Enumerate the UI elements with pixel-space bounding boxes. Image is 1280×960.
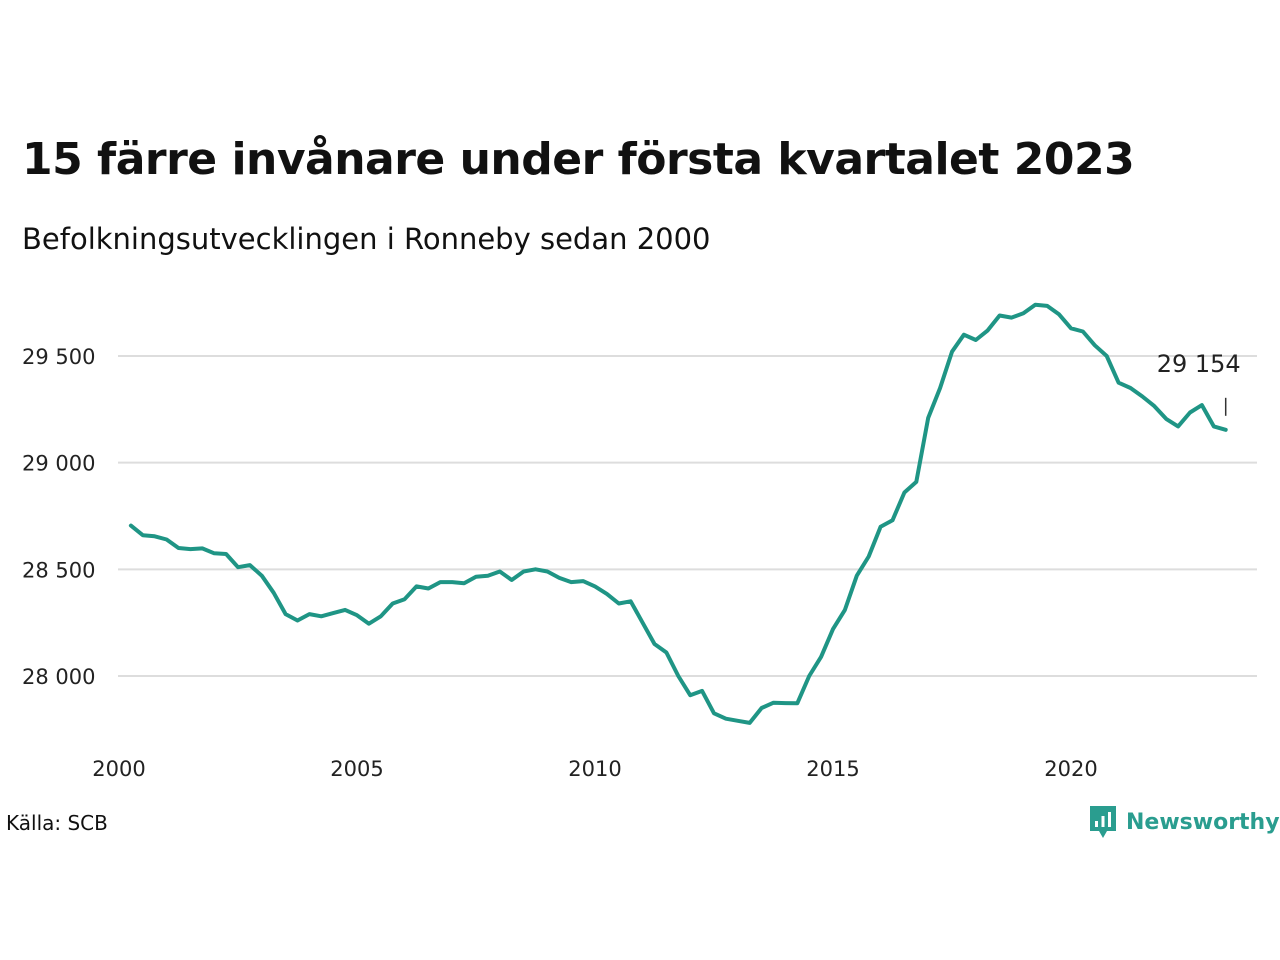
end-value-label: 29 154 [1157, 350, 1241, 378]
chart-title: 15 färre invånare under första kvartalet… [22, 134, 1135, 185]
y-tick-label: 29 500 [22, 345, 95, 369]
x-tick-label: 2000 [92, 757, 145, 781]
y-tick-label: 28 500 [22, 558, 95, 582]
brand-logo[interactable]: Newsworthy [1088, 804, 1280, 840]
y-tick-label: 29 000 [22, 452, 95, 476]
x-tick-label: 2005 [330, 757, 383, 781]
x-tick-label: 2010 [568, 757, 621, 781]
line-chart: 28 000 28 500 29 000 29 500 2000 2005 2010 201… [22, 302, 1257, 781]
source-note: Källa: SCB [6, 811, 108, 835]
y-tick-label: 28 000 [22, 665, 95, 689]
chart-subtitle: Befolkningsutvecklingen i Ronneby sedan … [22, 222, 711, 256]
x-axis-ticks: 2000 2005 2010 2015 2020 [92, 757, 1097, 781]
gridlines [118, 355, 1257, 677]
brand-name: Newsworthy [1126, 809, 1280, 835]
y-axis-ticks: 28 000 28 500 29 000 29 500 [22, 345, 95, 689]
newsworthy-logo-icon [1090, 806, 1116, 838]
x-tick-label: 2020 [1044, 757, 1097, 781]
series-line [128, 302, 1228, 725]
x-tick-label: 2015 [806, 757, 859, 781]
